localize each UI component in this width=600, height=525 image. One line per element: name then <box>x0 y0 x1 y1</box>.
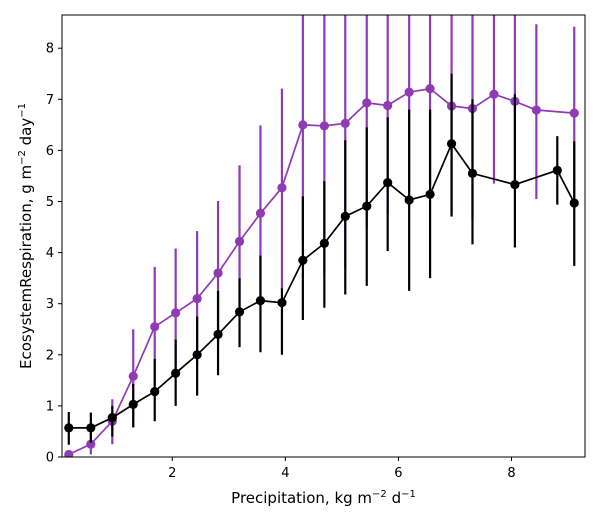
data-point <box>192 293 202 304</box>
data-point <box>277 183 287 193</box>
data-point <box>467 168 478 179</box>
data-point <box>86 423 96 433</box>
y-tick-label: 6 <box>46 144 54 159</box>
data-point <box>319 238 329 249</box>
x-tick-label: 4 <box>281 466 289 481</box>
y-tick-label: 0 <box>46 451 54 466</box>
data-point <box>171 308 181 318</box>
x-tick-label: 6 <box>394 466 402 481</box>
plot-frame <box>61 14 586 458</box>
data-point <box>425 189 435 199</box>
series-layer <box>64 15 579 457</box>
x-tick-label: 2 <box>168 466 176 481</box>
data-point <box>362 201 372 211</box>
data-point <box>277 298 287 308</box>
data-point <box>319 121 329 131</box>
y-tick-label: 7 <box>46 93 54 108</box>
data-point <box>298 120 308 130</box>
data-point <box>531 105 541 115</box>
data-point <box>255 296 266 306</box>
data-point <box>340 118 350 128</box>
series-1 <box>64 15 579 457</box>
y-tick-label: 2 <box>46 348 54 363</box>
y-tick-label: 8 <box>46 42 54 57</box>
data-point <box>255 208 266 218</box>
x-axis: 2 4 6 8 <box>168 457 516 481</box>
data-point <box>569 198 579 208</box>
y-axis: 0 1 2 3 4 5 6 7 8 <box>46 42 62 466</box>
data-point <box>383 178 393 188</box>
data-point <box>552 165 562 175</box>
data-point <box>404 87 414 97</box>
data-point <box>150 386 160 397</box>
y-tick-label: 5 <box>46 195 54 210</box>
data-point <box>192 350 202 360</box>
data-point <box>86 439 96 449</box>
data-point <box>64 449 74 457</box>
y-tick-label: 1 <box>46 399 54 414</box>
data-point <box>213 329 223 339</box>
data-point <box>234 307 245 317</box>
data-point <box>150 322 160 332</box>
data-point <box>404 195 414 205</box>
series-line <box>68 87 575 456</box>
y-tick-label: 4 <box>46 246 54 261</box>
data-point <box>340 211 350 221</box>
data-point <box>171 368 181 378</box>
x-axis-label: Precipitation, kg m−2 d−1 <box>231 489 416 507</box>
data-point <box>234 236 245 246</box>
data-point <box>510 180 520 190</box>
series-2 <box>64 73 579 445</box>
data-point <box>128 399 138 409</box>
data-point <box>425 83 435 94</box>
data-point <box>128 371 138 381</box>
data-point <box>489 89 499 99</box>
data-point <box>446 139 457 149</box>
data-point <box>362 98 372 108</box>
y-axis-label: EcosystemRespiration, g m−2 day−1 <box>17 103 35 369</box>
y-tick-label: 3 <box>46 297 54 312</box>
data-point <box>213 268 223 278</box>
data-point <box>298 255 308 265</box>
x-tick-label: 8 <box>507 466 515 481</box>
data-point <box>569 108 579 118</box>
data-point <box>64 423 74 433</box>
data-point <box>107 413 117 423</box>
data-point <box>383 100 393 111</box>
series-line <box>68 142 576 429</box>
